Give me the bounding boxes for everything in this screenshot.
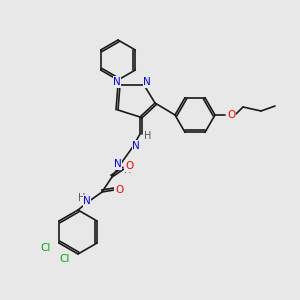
- Text: N: N: [113, 77, 121, 87]
- Text: O: O: [125, 161, 133, 171]
- Text: N: N: [143, 77, 151, 87]
- Text: H: H: [78, 193, 86, 203]
- Text: N: N: [132, 141, 140, 151]
- Text: H: H: [144, 131, 152, 141]
- Text: Cl: Cl: [40, 243, 51, 253]
- Text: N: N: [83, 196, 91, 206]
- Text: Cl: Cl: [60, 254, 70, 264]
- Text: H: H: [124, 165, 132, 175]
- Text: N: N: [114, 159, 122, 169]
- Text: O: O: [227, 110, 235, 120]
- Text: O: O: [115, 185, 123, 195]
